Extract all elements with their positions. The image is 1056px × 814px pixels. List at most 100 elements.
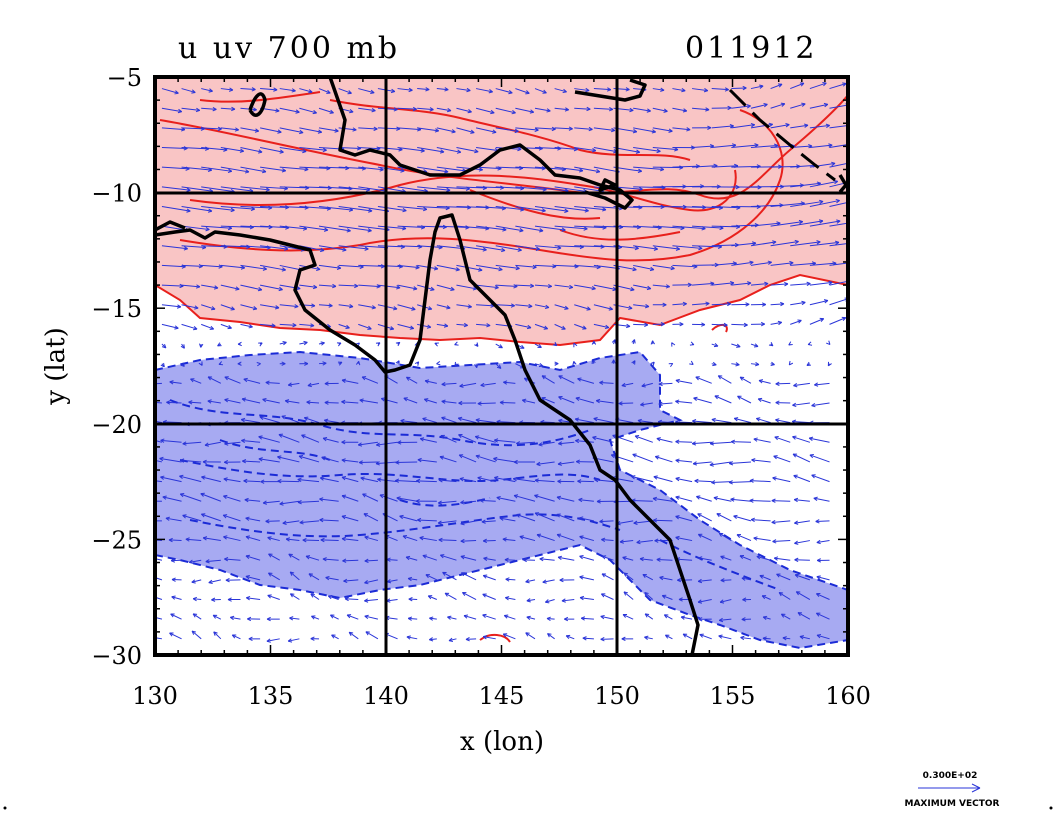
- wind-vector-head: [753, 343, 759, 348]
- wind-vector: [633, 127, 656, 133]
- wind-vector-head: [281, 168, 287, 173]
- wind-vector: [201, 147, 228, 151]
- wind-vector: [224, 399, 241, 404]
- wind-vector: [731, 224, 759, 227]
- wind-vector: [770, 303, 784, 306]
- wind-vector: [621, 382, 634, 387]
- wind-vector: [476, 205, 506, 210]
- wind-vector-head: [165, 516, 170, 521]
- wind-vector: [494, 439, 516, 443]
- wind-vector: [397, 323, 414, 329]
- wind-vector: [770, 221, 803, 227]
- wind-vector-head: [179, 283, 184, 289]
- wind-vector: [623, 591, 634, 600]
- wind-vector: [716, 513, 732, 522]
- wind-vector-head: [454, 361, 459, 367]
- wind-vector: [318, 225, 351, 232]
- wind-vector: [505, 578, 516, 581]
- wind-vector-head: [190, 378, 195, 383]
- wind-vector: [155, 420, 163, 424]
- wind-vector-head: [516, 513, 521, 518]
- wind-vector: [266, 638, 280, 642]
- wind-vector: [201, 264, 223, 268]
- wind-vector: [161, 166, 190, 170]
- wind-vector-head: [494, 438, 499, 443]
- wind-vector-head: [247, 616, 252, 622]
- wind-vector-head: [593, 417, 598, 422]
- wind-vector: [542, 579, 555, 583]
- wind-vector-head: [758, 379, 764, 384]
- wind-vector-head: [180, 344, 185, 349]
- wind-vector: [618, 402, 634, 405]
- wind-vector: [364, 599, 378, 602]
- wind-vector-head: [644, 613, 650, 618]
- wind-vector-head: [364, 580, 369, 585]
- wind-vector: [692, 88, 708, 92]
- wind-vector-head: [508, 89, 513, 95]
- wind-vector-head: [660, 322, 665, 327]
- wind-vector-head: [538, 442, 543, 447]
- wind-vector-head: [644, 322, 649, 327]
- wind-vector-head: [663, 108, 668, 113]
- wind-vector: [260, 225, 290, 229]
- wind-vector: [241, 419, 261, 424]
- wind-vector-head: [198, 361, 203, 366]
- wind-vector: [770, 321, 782, 325]
- wind-vector: [297, 500, 320, 503]
- wind-vector-head: [774, 435, 779, 441]
- wind-vector-head: [192, 596, 198, 602]
- wind-vector-head: [341, 476, 347, 481]
- wind-vector-head: [517, 247, 522, 252]
- wind-vector-head: [364, 246, 369, 251]
- wind-vector-head: [698, 617, 703, 622]
- wind-vector-head: [310, 636, 315, 641]
- wind-vector: [260, 166, 286, 172]
- wind-vector-head: [422, 417, 427, 422]
- wind-vector-head: [177, 108, 183, 114]
- wind-vector-head: [147, 382, 151, 385]
- wind-vector: [318, 127, 339, 132]
- wind-vector-head: [262, 397, 267, 403]
- wind-vector: [417, 186, 451, 191]
- wind-vector-head: [341, 458, 346, 463]
- wind-vector-head: [793, 497, 799, 503]
- wind-vector-head: [585, 87, 590, 93]
- wind-vector-head: [422, 206, 428, 212]
- wind-vector-head: [355, 361, 361, 366]
- wind-vector-head: [244, 169, 250, 174]
- wind-vector: [504, 615, 516, 620]
- wind-vector: [792, 436, 811, 443]
- wind-vector-head: [241, 397, 247, 402]
- wind-vector: [494, 477, 516, 483]
- wind-vector: [338, 323, 350, 329]
- wind-vector: [652, 497, 673, 502]
- wind-vector-head: [228, 87, 234, 92]
- wind-vector: [363, 513, 379, 522]
- wind-vector: [809, 180, 838, 188]
- wind-vector: [220, 284, 240, 290]
- wind-vector: [438, 520, 457, 524]
- wind-vector: [477, 402, 496, 405]
- wind-vector-head: [631, 339, 636, 344]
- wind-vector-head: [852, 241, 856, 244]
- wind-vector: [495, 127, 519, 132]
- wind-vector: [790, 220, 824, 227]
- wind-vector: [515, 264, 537, 268]
- wind-vector: [731, 124, 755, 129]
- wind-vector-head: [257, 286, 263, 292]
- wind-vector-head: [526, 324, 532, 330]
- wind-vector-head: [352, 127, 357, 132]
- wind-vector-head: [528, 303, 533, 309]
- wind-vector: [719, 599, 732, 603]
- wind-vector-head: [319, 517, 324, 523]
- wind-vector-head: [320, 247, 325, 253]
- wind-vector: [260, 147, 284, 153]
- wind-vector-head: [794, 557, 799, 563]
- wind-vector: [299, 284, 317, 288]
- wind-vector-head: [396, 496, 401, 501]
- wind-vector-head: [519, 228, 524, 233]
- wind-vector-head: [557, 461, 562, 466]
- wind-vector: [729, 481, 751, 483]
- wind-vector: [403, 397, 418, 404]
- wind-vector-head: [806, 281, 811, 287]
